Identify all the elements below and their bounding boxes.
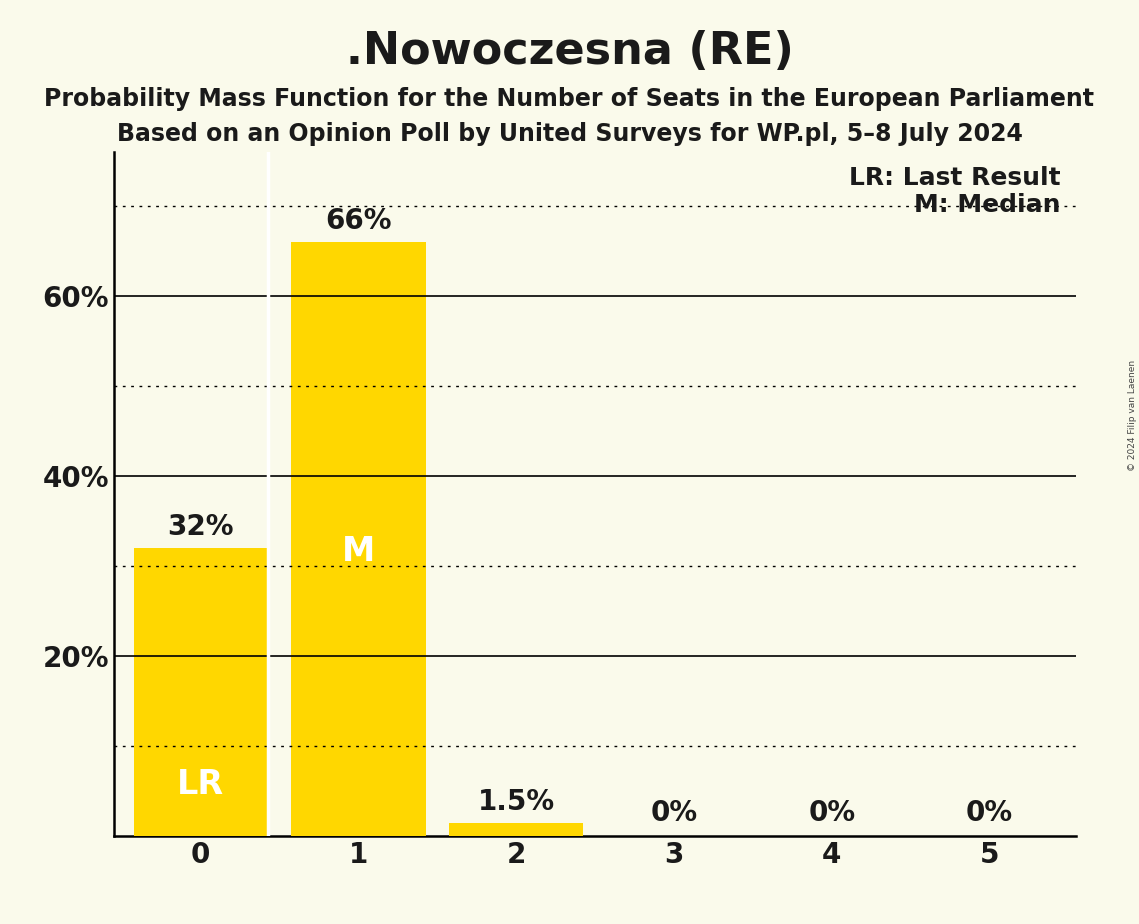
Text: © 2024 Filip van Laenen: © 2024 Filip van Laenen [1128, 360, 1137, 471]
Text: 0%: 0% [966, 799, 1013, 827]
Text: 32%: 32% [167, 513, 233, 541]
Text: 0%: 0% [650, 799, 697, 827]
Text: 66%: 66% [326, 207, 392, 236]
Text: Probability Mass Function for the Number of Seats in the European Parliament: Probability Mass Function for the Number… [44, 87, 1095, 111]
Text: LR: Last Result: LR: Last Result [849, 166, 1060, 190]
Text: .Nowoczesna (RE): .Nowoczesna (RE) [345, 30, 794, 73]
Text: 0%: 0% [809, 799, 855, 827]
Text: Based on an Opinion Poll by United Surveys for WP.pl, 5–8 July 2024: Based on an Opinion Poll by United Surve… [116, 122, 1023, 146]
Text: M: Median: M: Median [915, 193, 1060, 217]
Text: LR: LR [178, 768, 224, 801]
Bar [292, 242, 426, 836]
Text: M: M [342, 535, 375, 567]
Bar [449, 822, 583, 836]
Text: 1.5%: 1.5% [477, 787, 555, 816]
Bar [133, 548, 268, 836]
